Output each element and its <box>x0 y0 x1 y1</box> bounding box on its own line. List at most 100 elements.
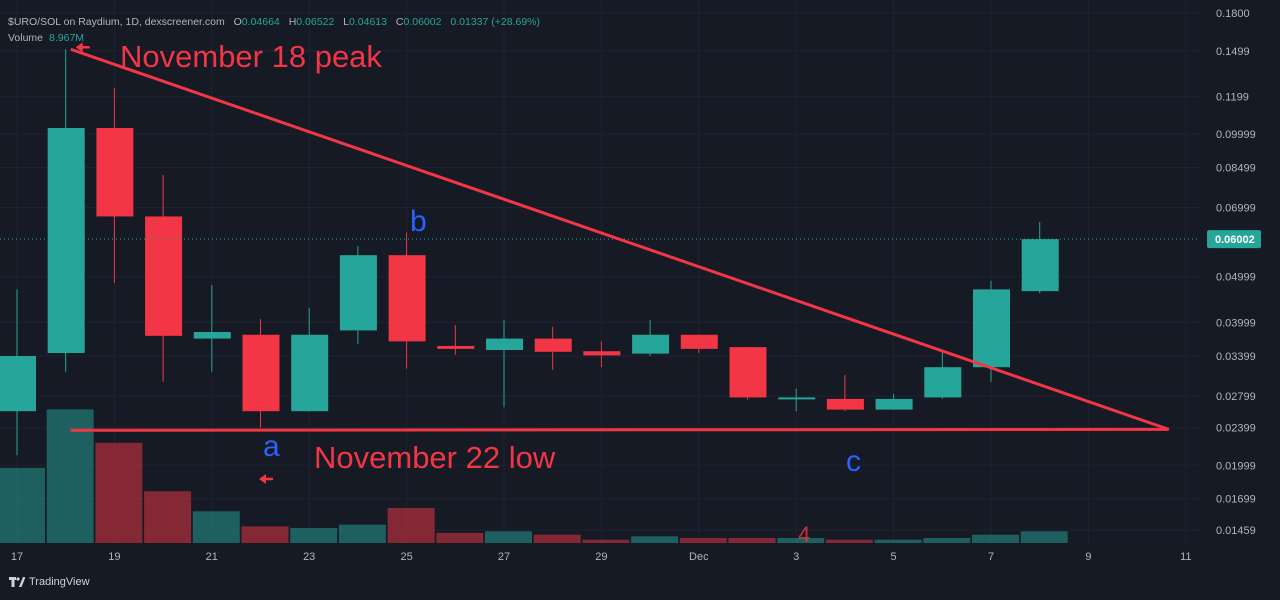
chart-legend-header: $URO/SOL on Raydium, 1D, dexscreener.com… <box>8 14 540 46</box>
low-label: L <box>343 16 350 28</box>
time-tick-label: 23 <box>303 551 315 563</box>
high-value: 0.06522 <box>296 16 335 28</box>
low-arrow-icon <box>259 473 273 484</box>
volume-bar <box>1020 531 1068 543</box>
time-tick-label: 21 <box>206 551 218 563</box>
annotation-low-label: November 22 low <box>314 440 556 475</box>
time-tick-label: 17 <box>11 551 23 563</box>
tradingview-label: TradingView <box>29 576 90 588</box>
volume-bar <box>95 442 143 543</box>
candle-body <box>388 255 426 342</box>
volume-bar <box>241 526 289 543</box>
candle-body <box>875 398 913 410</box>
time-tick-label: 29 <box>595 551 607 563</box>
candle-body <box>486 338 523 351</box>
tradingview-branding[interactable]: TradingView <box>9 576 90 588</box>
price-axis[interactable]: 0.1800 0.1499 0.1199 0.09999 0.08499 0.06999 0… <box>1216 8 1256 537</box>
candle-body <box>145 216 183 336</box>
candle-body <box>632 334 670 354</box>
volume-bar <box>0 467 45 543</box>
close-value: 0.06002 <box>403 16 442 28</box>
volume-bar <box>192 511 240 543</box>
price-tick-label: 0.1499 <box>1216 46 1250 58</box>
volume-bar <box>436 532 484 543</box>
price-tick-label: 0.08499 <box>1216 163 1256 175</box>
close-label: C <box>395 16 404 28</box>
time-tick-label: 9 <box>1085 551 1091 563</box>
volume-bar <box>485 531 532 543</box>
candle-body <box>729 347 767 398</box>
volume-bar <box>923 537 971 543</box>
time-tick-label: 11 <box>1180 551 1191 563</box>
change-value: 0.01337 (+28.69%) <box>450 16 540 28</box>
price-tick-label: 0.06999 <box>1216 202 1256 214</box>
volume-line: Volume 8.967M <box>8 30 540 46</box>
high-label: H <box>288 16 297 28</box>
candle-body <box>778 397 816 400</box>
symbol-info: $URO/SOL on Raydium, 1D, dexscreener.com <box>8 16 225 28</box>
time-tick-label: 27 <box>498 551 510 563</box>
time-tick-label: 7 <box>988 551 994 563</box>
wave-label-c: c <box>846 445 861 478</box>
volume-bars <box>0 409 1068 543</box>
volume-bar <box>777 537 825 543</box>
price-tick-label: 0.09999 <box>1216 129 1256 141</box>
price-tick-label: 0.1800 <box>1216 8 1250 20</box>
candle-body <box>583 351 621 356</box>
volume-bar <box>972 534 1019 543</box>
open-label: O <box>233 16 242 28</box>
price-tick-label: 0.1199 <box>1216 92 1249 104</box>
candlestick-series <box>0 49 1059 456</box>
volume-bar <box>144 491 192 543</box>
time-tick-label: 25 <box>400 551 412 563</box>
price-tick-label: 0.04999 <box>1216 272 1256 284</box>
candle-body <box>47 127 85 353</box>
candle-body <box>534 338 572 352</box>
volume-bar <box>338 524 386 543</box>
candle-body <box>437 345 475 349</box>
candle-body <box>291 334 329 412</box>
volume-bar <box>387 507 435 543</box>
candle-body <box>1021 239 1059 292</box>
candle-body <box>826 398 864 410</box>
price-tick-label: 0.03399 <box>1216 351 1256 363</box>
low-arrow-icon-head <box>259 473 266 484</box>
price-tick-label: 0.02799 <box>1216 391 1256 403</box>
candle-body <box>924 367 962 398</box>
volume-value: 8.967M <box>49 32 85 44</box>
candle-body <box>96 127 134 217</box>
trendline-support <box>70 427 1169 432</box>
candle-body <box>0 355 36 412</box>
volume-bar <box>874 539 922 543</box>
volume-bar <box>631 536 679 543</box>
time-tick-label: 5 <box>891 551 897 563</box>
annotation-peak-label: November 18 peak <box>120 39 382 74</box>
candle-body <box>973 289 1010 368</box>
time-axis[interactable]: 17 19 21 23 25 27 29 Dec 3 5 7 9 11 <box>11 551 1192 563</box>
volume-bar <box>679 537 727 543</box>
volume-bar <box>825 539 873 543</box>
time-tick-label: 3 <box>793 551 799 563</box>
low-value: 0.04613 <box>349 16 387 28</box>
wave-label-b: b <box>410 205 427 238</box>
volume-bar <box>533 534 581 543</box>
ohlc-line: $URO/SOL on Raydium, 1D, dexscreener.com… <box>8 14 540 30</box>
trendline-descending <box>70 47 1170 431</box>
volume-bar <box>728 537 776 543</box>
trendline-annotations <box>70 42 1170 484</box>
peak-arrow-icon <box>75 42 90 53</box>
annotation-stray-mark: 4 <box>798 522 810 547</box>
price-tick-label: 0.02399 <box>1216 423 1256 435</box>
candle-body <box>242 334 280 412</box>
peak-arrow-icon-head <box>75 42 83 53</box>
time-tick-label: Dec <box>689 551 709 563</box>
price-tick-label: 0.01459 <box>1216 525 1256 537</box>
volume-bar <box>290 527 338 543</box>
candle-body <box>193 332 231 339</box>
time-tick-label: 19 <box>108 551 120 563</box>
chart-grid <box>0 0 1200 543</box>
price-tick-label: 0.01699 <box>1216 494 1256 506</box>
tradingview-logo-icon <box>9 577 25 587</box>
candle-body <box>339 255 377 331</box>
